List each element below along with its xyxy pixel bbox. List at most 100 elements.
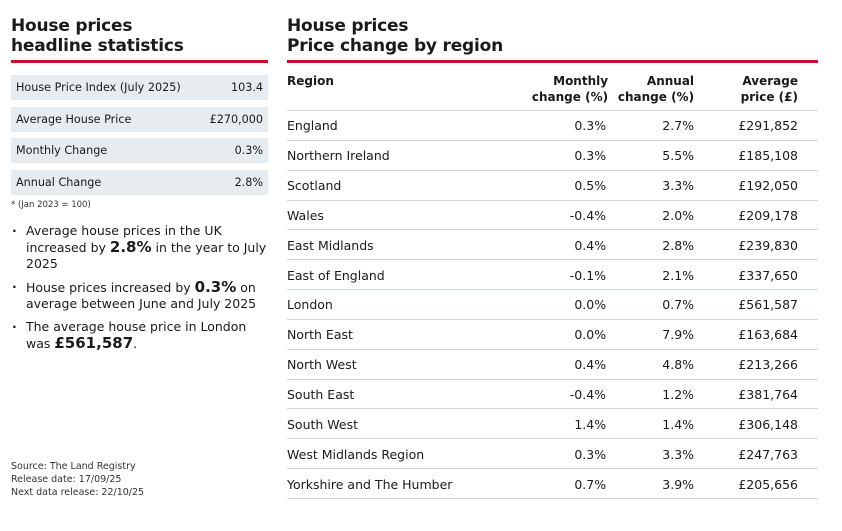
region-price-table: Region Monthly change (%) Annual change … [287,63,818,499]
header-average-price: Average price (£) [714,63,818,111]
average-price-cell: £291,852 [714,110,818,141]
stat-row-hpi: House Price Index (July 2025) 103.4 [11,75,268,100]
bullet-item: Average house prices in the UK increased… [11,223,268,272]
stat-label: House Price Index (July 2025) [16,81,181,94]
region-cell: North East [287,319,495,350]
region-cell: South East [287,379,495,410]
bullet-highlight: £561,587 [54,334,134,352]
region-cell: South West [287,408,495,440]
bullet-item: The average house price in London was £5… [11,319,268,352]
annual-change-cell: 2.1% [608,259,715,291]
monthly-change-cell: 0.0% [494,289,609,320]
region-cell: North West [287,349,495,380]
annual-change-cell: 7.9% [608,319,715,350]
release-date: Release date: 17/09/25 [11,474,122,485]
next-release-date: Next data release: 22/10/25 [11,487,145,498]
bullet-highlight: 0.3% [194,278,237,296]
annual-change-cell: 3.3% [608,438,715,470]
bullet-item: House prices increased by 0.3% on averag… [11,279,268,312]
stat-row-average-price: Average House Price £270,000 [11,106,268,132]
headline-red-rule [11,60,268,63]
headline-bullets: Average house prices in the UK increased… [11,223,268,352]
region-cell: Yorkshire and The Humber [287,468,495,499]
monthly-change-cell: 0.7% [494,468,609,499]
headline-title-line1: House prices [11,16,133,36]
table-row: Scotland 0.5% 3.3% £192,050 [287,170,818,201]
regional-title-line1: House prices [287,16,409,36]
monthly-change-cell: -0.4% [494,200,609,231]
average-price-cell: £381,764 [714,379,818,410]
stat-label: Monthly Change [16,144,108,157]
index-footnote: * (Jan 2023 = 100) [11,200,91,210]
headline-title-line2: headline statistics [11,36,184,56]
source-text: Source: The Land Registry [11,461,136,472]
regional-panel: House prices Price change by region Regi… [287,16,818,499]
table-row: South West 1.4% 1.4% £306,148 [287,408,818,440]
header-annual-line1: Annual [646,74,695,88]
header-price-line2: price (£) [740,90,798,104]
average-price-cell: £306,148 [714,408,818,440]
stat-value: 2.8% [234,175,263,189]
annual-change-cell: 2.8% [608,229,715,261]
regional-red-rule [287,60,818,63]
bullet-text-pre: Average house prices in the UK increased… [26,223,222,255]
monthly-change-cell: 0.3% [494,438,609,470]
table-row: Wales -0.4% 2.0% £209,178 [287,200,818,231]
table-row: Northern Ireland 0.3% 5.5% £185,108 [287,140,818,171]
table-row: England 0.3% 2.7% £291,852 [287,110,818,141]
region-cell: Northern Ireland [287,140,495,171]
bullet-text-pre: House prices increased by [26,280,195,295]
monthly-change-cell: 0.4% [494,349,609,380]
header-annual-change: Annual change (%) [608,63,715,111]
bullet-text-post: in the year to July 2025 [26,240,267,271]
annual-change-cell: 2.7% [608,110,715,141]
annual-change-cell: 1.4% [608,408,715,440]
annual-change-cell: 2.0% [608,200,715,231]
average-price-cell: £205,656 [714,468,818,499]
monthly-change-cell: 0.5% [494,170,609,201]
bullet-text-post: . [133,336,138,351]
monthly-change-cell: 0.3% [494,140,609,171]
monthly-change-cell: 1.4% [494,408,609,440]
region-cell: Wales [287,200,495,231]
average-price-cell: £209,178 [714,200,818,231]
table-row: South East -0.4% 1.2% £381,764 [287,379,818,410]
region-cell: England [287,110,495,141]
annual-change-cell: 3.9% [608,468,715,499]
average-price-cell: £337,650 [714,259,818,291]
stat-value: 0.3% [234,144,263,157]
table-header-row: Region Monthly change (%) Annual change … [287,63,818,111]
header-annual-line2: change (%) [617,90,695,104]
average-price-cell: £213,266 [714,349,818,380]
table-body: England 0.3% 2.7% £291,852 Northern Ireland 0… [287,110,818,499]
average-price-cell: £239,830 [714,229,818,261]
region-cell: East Midlands [287,229,495,261]
monthly-change-cell: 0.3% [494,110,609,141]
region-cell: East of England [287,259,495,291]
stat-value: 103.4 [230,81,263,94]
region-cell: West Midlands Region [287,438,495,470]
bullet-text-pre: The average house price in London was [26,319,247,351]
header-price-line1: Average [742,74,798,88]
bullet-text-post: on average between June and July 2025 [26,280,257,311]
annual-change-cell: 5.5% [608,140,715,171]
average-price-cell: £192,050 [714,170,818,201]
regional-title-line2: Price change by region [287,36,504,56]
annual-change-cell: 4.8% [608,349,715,380]
stat-label: Average House Price [16,112,132,126]
stat-row-monthly-change: Monthly Change 0.3% [11,138,268,163]
region-cell: London [287,289,495,320]
regional-title: House prices Price change by region [287,16,818,56]
region-cell: Scotland [287,170,495,201]
table-row: East Midlands 0.4% 2.8% £239,830 [287,229,818,261]
source-notes: Source: The Land Registry Release date: … [11,460,144,499]
monthly-change-cell: 0.0% [494,319,609,350]
annual-change-cell: 3.3% [608,170,715,201]
table-row: Yorkshire and The Humber 0.7% 3.9% £205,656 [287,468,818,499]
annual-change-cell: 1.2% [608,379,715,410]
stat-row-annual-change: Annual Change 2.8% [11,169,268,195]
table-row: West Midlands Region 0.3% 3.3% £247,763 [287,438,818,470]
header-region: Region [287,63,495,111]
table-row: North West 0.4% 4.8% £213,266 [287,349,818,380]
headline-stats: House Price Index (July 2025) 103.4 Aver… [11,75,268,195]
